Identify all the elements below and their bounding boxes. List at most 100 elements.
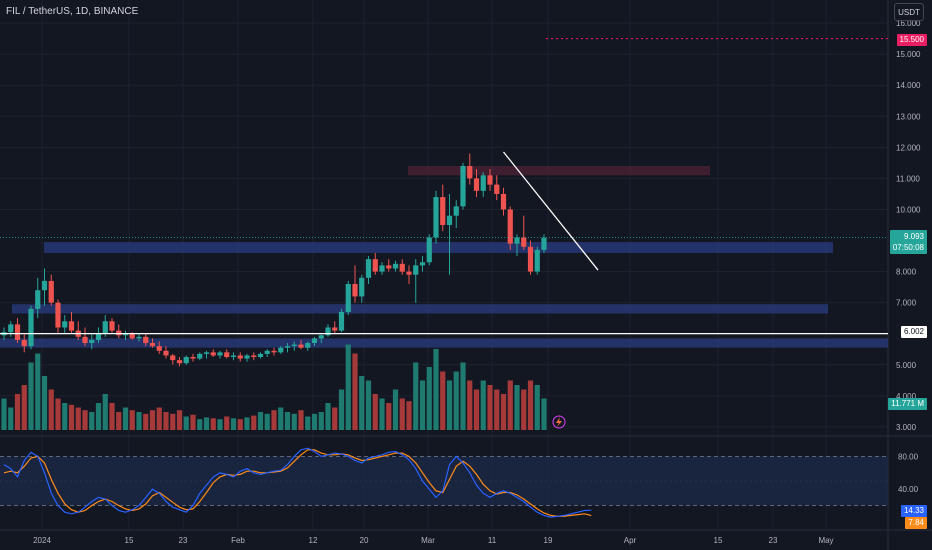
price-tick-label: 14.000 bbox=[896, 81, 921, 90]
candle-body bbox=[170, 355, 176, 361]
candle-body bbox=[527, 246, 534, 272]
volume-bar bbox=[372, 394, 378, 430]
candle-body bbox=[55, 302, 61, 328]
stoch-k-line bbox=[3, 447, 592, 518]
volume-bar bbox=[129, 410, 135, 430]
candle-body bbox=[386, 265, 392, 269]
candle-body bbox=[473, 178, 480, 191]
candle-body bbox=[332, 327, 338, 331]
volume-bar bbox=[89, 412, 95, 430]
stoch-tick-label: 80.00 bbox=[898, 452, 919, 461]
volume-bar bbox=[35, 353, 41, 430]
time-tick-label: May bbox=[818, 536, 833, 545]
candle-body bbox=[372, 259, 378, 272]
candle-body bbox=[257, 353, 264, 358]
candle-body bbox=[487, 175, 493, 185]
stoch-k-badge: 14.33 bbox=[900, 505, 927, 517]
volume-bar bbox=[284, 412, 291, 430]
volume-bar bbox=[467, 380, 473, 430]
price-axis: 16.000 15.000 14.000 13.000 12.000 11.000 10.0… bbox=[896, 19, 921, 494]
volume-bar bbox=[82, 410, 88, 430]
volume-bar bbox=[156, 407, 162, 430]
volume-bar bbox=[237, 419, 243, 430]
time-tick-label: 19 bbox=[544, 536, 553, 545]
price-tick-label: 10.000 bbox=[896, 205, 921, 214]
volume-badge: 11.771 M bbox=[888, 398, 927, 410]
volume-bar bbox=[230, 418, 237, 430]
lightning-icon bbox=[552, 415, 566, 429]
candle-body bbox=[278, 347, 284, 353]
price-tick-label: 8.000 bbox=[896, 268, 917, 277]
candle-body bbox=[35, 290, 41, 309]
volume-bar bbox=[48, 389, 54, 430]
volume-bar bbox=[406, 401, 412, 430]
volume-bar bbox=[163, 412, 169, 430]
candle-body bbox=[399, 263, 405, 272]
volume-bar bbox=[264, 413, 270, 430]
candle-body bbox=[305, 343, 311, 348]
candle-body bbox=[480, 175, 486, 191]
volume-bar bbox=[392, 389, 399, 430]
candle-body bbox=[143, 336, 149, 344]
price-tick-label: 4.000 bbox=[896, 392, 917, 401]
volume-bar bbox=[433, 349, 439, 430]
volume-bar bbox=[298, 410, 304, 430]
price-tick-label: 11.000 bbox=[896, 174, 920, 183]
volume-bar bbox=[95, 403, 102, 430]
volume-bar bbox=[28, 362, 34, 430]
volume-bar bbox=[176, 410, 183, 430]
time-tick-label: 12 bbox=[309, 536, 318, 545]
stoch-d-line bbox=[3, 449, 592, 517]
candle-body bbox=[190, 357, 196, 359]
candle-body bbox=[224, 352, 230, 358]
volume-bar bbox=[500, 394, 507, 430]
candle-body bbox=[507, 209, 513, 244]
volume-bar bbox=[224, 416, 230, 430]
time-tick-label: 20 bbox=[360, 536, 369, 545]
candle-body bbox=[500, 193, 507, 210]
candle-body bbox=[453, 206, 459, 216]
volume-bar bbox=[217, 419, 223, 430]
candle-body bbox=[156, 346, 162, 351]
volume-bar bbox=[149, 410, 156, 430]
volume-bar bbox=[109, 403, 115, 430]
target-price-badge: 15.500 bbox=[896, 34, 927, 46]
volume-bar bbox=[102, 394, 108, 430]
volume-bar bbox=[487, 385, 493, 430]
volume-bar bbox=[527, 380, 534, 430]
candle-body bbox=[149, 343, 156, 347]
volume-bar bbox=[190, 414, 196, 430]
candle-body bbox=[244, 355, 250, 359]
time-tick-label: Mar bbox=[421, 536, 435, 545]
volume-bar bbox=[278, 407, 284, 430]
volume-bar bbox=[136, 412, 142, 430]
candle-body bbox=[318, 335, 324, 339]
candle-body bbox=[446, 215, 453, 225]
zone-blue-2 bbox=[0, 338, 888, 348]
volume-bar bbox=[419, 380, 426, 430]
candle-body bbox=[176, 360, 183, 364]
candle-body bbox=[406, 271, 412, 275]
volume-bar bbox=[311, 413, 318, 430]
price-tick-label: 7.000 bbox=[896, 299, 917, 308]
candle-body bbox=[230, 355, 237, 358]
volume-bar bbox=[68, 404, 75, 430]
candle-body bbox=[183, 357, 189, 364]
volume-bar bbox=[183, 416, 189, 430]
stoch-band bbox=[0, 456, 888, 506]
candle-body bbox=[237, 355, 243, 359]
volume-bar bbox=[8, 407, 14, 430]
volume-bar bbox=[170, 413, 176, 430]
price-tick-label: 15.000 bbox=[896, 50, 921, 59]
zone-blue-1 bbox=[12, 304, 828, 314]
volume-bars bbox=[1, 344, 547, 430]
volume-bar bbox=[116, 412, 122, 430]
volume-bar bbox=[413, 362, 419, 430]
stoch-tick-label: 40.00 bbox=[898, 485, 919, 494]
chart-title: FIL / TetherUS, 1D, BINANCE bbox=[6, 6, 139, 17]
candle-body bbox=[217, 352, 223, 356]
candle-body bbox=[514, 237, 520, 244]
currency-button[interactable]: USDT bbox=[894, 3, 924, 21]
volume-bar bbox=[244, 417, 250, 430]
